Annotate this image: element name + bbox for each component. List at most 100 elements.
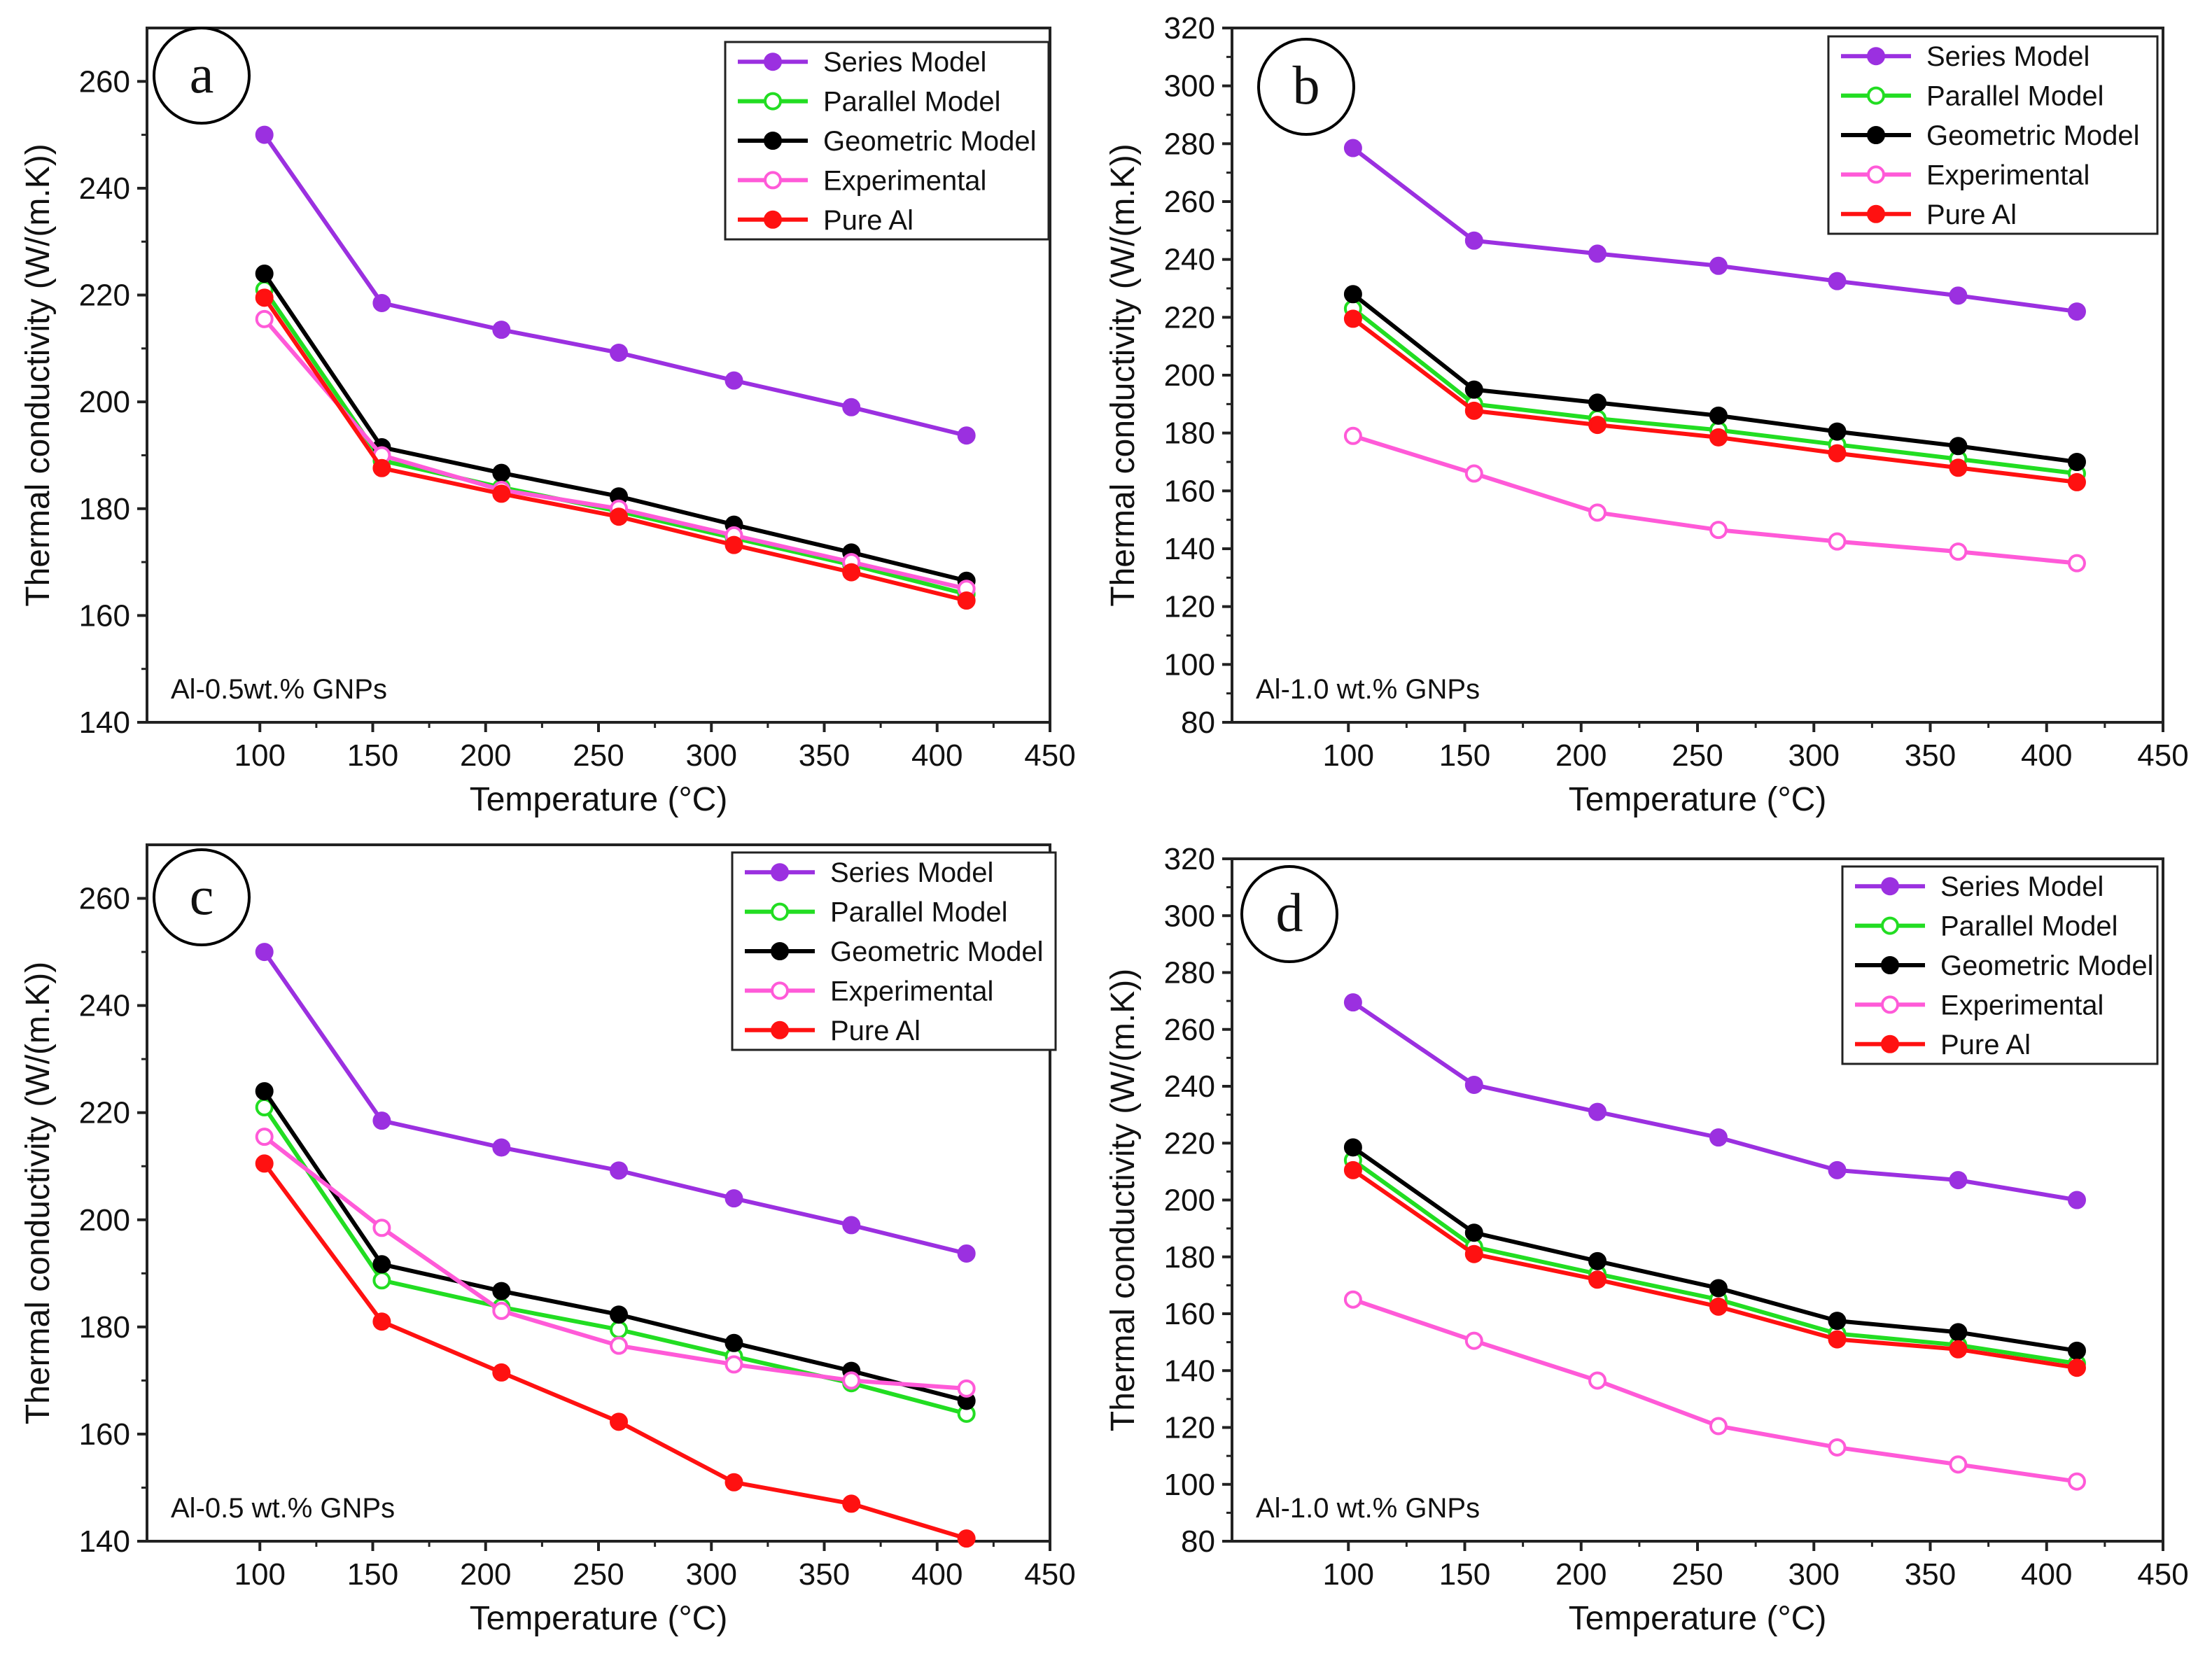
x-tick-label: 150 — [1439, 738, 1490, 773]
y-tick-label: 180 — [1164, 1240, 1215, 1275]
legend-marker-experimental — [1881, 995, 1899, 1014]
composition-annotation: Al-1.0 wt.% GNPs — [1256, 674, 1480, 705]
y-tick-label: 240 — [79, 989, 130, 1023]
data-point-pure — [1588, 416, 1607, 435]
legend-label-parallel: Parallel Model — [823, 87, 1000, 118]
x-axis-label: Temperature (°C) — [1569, 1600, 1827, 1637]
data-point-experimental — [2067, 554, 2086, 573]
data-point-experimental — [1343, 1290, 1362, 1309]
legend-marker-geometric — [764, 132, 782, 150]
legend-marker-geometric — [1881, 956, 1899, 974]
y-tick-label: 240 — [1164, 1069, 1215, 1104]
legend: Series Model Parallel Model Geometric Mode… — [1827, 35, 2159, 235]
x-tick-label: 350 — [1905, 738, 1956, 773]
data-point-geometric — [1709, 406, 1728, 425]
y-tick-label: 160 — [79, 598, 130, 633]
data-point-series — [957, 426, 976, 445]
y-tick-label: 160 — [1164, 1297, 1215, 1331]
data-point-pure — [724, 535, 743, 554]
x-tick-label: 100 — [1323, 738, 1374, 773]
x-tick-label: 350 — [1905, 1557, 1956, 1592]
data-point-pure — [1949, 1340, 1968, 1359]
data-point-geometric — [1464, 380, 1483, 399]
y-tick-label: 260 — [1164, 185, 1215, 219]
data-point-geometric — [1949, 1323, 1968, 1342]
data-point-geometric — [724, 1333, 743, 1352]
x-axis-label: Temperature (°C) — [1569, 781, 1827, 818]
data-point-pure — [255, 288, 274, 307]
x-tick-label: 250 — [573, 1557, 624, 1592]
legend-marker-parallel — [771, 902, 789, 921]
data-point-experimental — [1343, 426, 1362, 445]
data-point-pure — [1828, 444, 1847, 463]
data-point-geometric — [255, 265, 274, 283]
data-point-series — [1343, 139, 1362, 157]
x-tick-label: 250 — [573, 738, 624, 773]
y-tick-label: 80 — [1181, 1524, 1215, 1559]
data-point-series — [610, 343, 629, 362]
x-tick-label: 350 — [799, 738, 850, 773]
data-point-pure — [842, 1494, 861, 1513]
y-tick-label: 180 — [1164, 416, 1215, 451]
x-tick-label: 200 — [1555, 1557, 1606, 1592]
y-tick-label: 280 — [1164, 956, 1215, 990]
y-tick-label: 200 — [1164, 358, 1215, 393]
data-point-experimental — [957, 1379, 976, 1398]
x-tick-label: 250 — [1672, 1557, 1723, 1592]
x-tick-label: 300 — [686, 738, 737, 773]
data-point-experimental — [492, 1301, 511, 1320]
legend: Series Model Parallel Model Geometric Mode… — [724, 41, 1050, 241]
y-tick-label: 140 — [1164, 532, 1215, 566]
data-point-experimental — [1828, 1438, 1847, 1457]
x-tick-label: 400 — [2021, 738, 2072, 773]
x-tick-label: 450 — [1024, 1557, 1075, 1592]
data-point-geometric — [1588, 393, 1607, 412]
data-point-series — [1828, 272, 1847, 290]
data-point-experimental — [1828, 532, 1847, 551]
legend: Series Model Parallel Model Geometric Mode… — [731, 851, 1057, 1051]
legend-marker-series — [764, 52, 782, 71]
data-point-series — [1709, 256, 1728, 275]
composition-annotation: Al-0.5wt.% GNPs — [171, 674, 387, 705]
legend-label-geometric: Geometric Model — [823, 126, 1037, 157]
legend-label-geometric: Geometric Model — [1926, 120, 2140, 151]
y-tick-label: 220 — [1164, 1126, 1215, 1160]
x-tick-label: 450 — [2137, 1557, 2188, 1592]
data-point-series — [1464, 231, 1483, 250]
data-point-series — [1464, 1075, 1483, 1094]
data-point-geometric — [372, 1255, 391, 1274]
legend-marker-series — [771, 863, 789, 882]
panel-letter-circle — [153, 27, 251, 125]
data-point-geometric — [1343, 1138, 1362, 1157]
data-point-series — [255, 943, 274, 962]
data-point-series — [2067, 1191, 2086, 1209]
data-point-series — [1588, 1102, 1607, 1121]
x-axis-label: Temperature (°C) — [470, 1600, 728, 1637]
data-point-series — [610, 1161, 629, 1180]
data-point-pure — [1464, 401, 1483, 420]
data-point-geometric — [2067, 1341, 2086, 1360]
data-point-series — [842, 398, 861, 416]
y-tick-label: 140 — [1164, 1354, 1215, 1388]
data-point-geometric — [255, 1082, 274, 1101]
y-tick-label: 180 — [79, 1310, 130, 1345]
data-point-pure — [957, 1529, 976, 1548]
legend-label-pure: Pure Al — [1926, 199, 2017, 230]
y-tick-label: 240 — [1164, 243, 1215, 277]
y-tick-label: 320 — [1164, 842, 1215, 876]
data-point-geometric — [1709, 1279, 1728, 1298]
y-axis-label: Thermal conductivity (W/(m.K)) — [20, 962, 57, 1424]
panel-letter-circle — [153, 848, 251, 946]
x-tick-label: 150 — [347, 738, 398, 773]
y-tick-label: 80 — [1181, 706, 1215, 740]
data-point-experimental — [1588, 503, 1607, 522]
panel-letter-circle — [1257, 38, 1355, 136]
data-point-experimental — [1709, 1417, 1728, 1436]
x-tick-label: 300 — [686, 1557, 737, 1592]
data-point-geometric — [492, 463, 511, 482]
y-axis-label: Thermal conductivity (W/(m.K)) — [20, 143, 57, 606]
legend-label-parallel: Parallel Model — [830, 897, 1007, 928]
data-point-pure — [1343, 309, 1362, 328]
y-tick-label: 300 — [1164, 899, 1215, 933]
panel-letter: c — [190, 865, 214, 926]
